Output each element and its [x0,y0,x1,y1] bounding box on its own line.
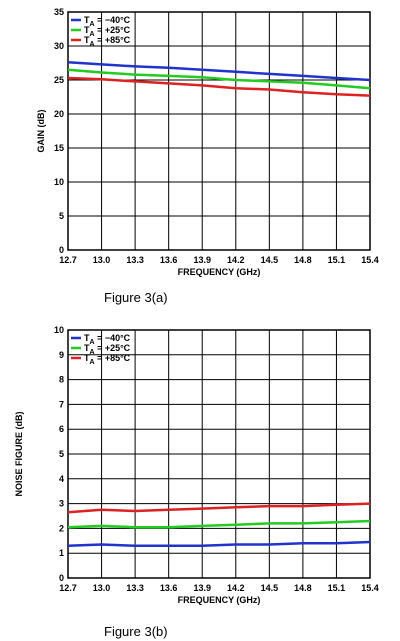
series-line [67,502,371,514]
legend-label: TA = +85°C [84,353,131,366]
y-tick-label: 7 [59,399,64,409]
series-line [67,540,371,548]
x-tick-label: 13.3 [126,255,144,265]
x-tick-label: 13.9 [193,583,211,593]
x-tick-label: 13.6 [160,583,178,593]
legend-label: TA = +25°C [84,343,131,356]
legend-nf: TA = −40°CTA = +25°CTA = +85°C [71,333,131,366]
series-line [67,519,371,529]
y-tick-label: 25 [54,75,64,85]
x-tick-label: 12.7 [59,255,77,265]
x-axis-title: FREQUENCY (GHz) [178,267,261,277]
x-tick-label: 14.8 [294,255,312,265]
chart-gain: 12.7 13.0 13.3 13.6 13.9 14.2 14.5 14.8 15.1 15.4… [36,7,379,277]
x-axis-title: FREQUENCY (GHz) [178,595,261,605]
x-tick-label: 15.1 [328,255,346,265]
plot-frame [67,11,371,251]
x-tick-label: 15.4 [361,255,379,265]
y-tick-label: 2 [59,523,64,533]
y-axis-title: GAIN (dB) [36,110,46,153]
x-tick-label: 15.1 [328,583,346,593]
legend-label: TA = +85°C [84,35,131,48]
legend-gain: TA = −40°CTA = +25°CTA = +85°C [71,15,131,48]
x-tick-label: 13.3 [126,583,144,593]
x-tick-label: 13.9 [193,255,211,265]
x-tick-label: 13.0 [93,255,111,265]
y-tick-label: 15 [54,143,64,153]
x-tick-label: 14.8 [294,583,312,593]
y-tick-label: 0 [59,573,64,583]
figure-3a-caption: Figure 3(a) [104,290,168,305]
x-tick-label: 14.5 [261,255,279,265]
y-tick-label: 5 [59,449,64,459]
y-tick-label: 10 [54,177,64,187]
series-line [67,61,371,82]
x-tick-label: 14.5 [261,583,279,593]
x-tick-label: 15.4 [361,583,379,593]
x-tick-label: 13.0 [93,583,111,593]
x-tick-label: 13.6 [160,255,178,265]
x-tick-label: 14.2 [227,583,245,593]
y-tick-label: 5 [59,211,64,221]
grid-nf [67,329,371,579]
y-tick-label: 35 [54,7,64,17]
y-tick-label: 0 [59,245,64,255]
figure-3b-caption: Figure 3(b) [104,624,168,639]
y-axis-title: NOISE FIGURE (dB) [14,411,24,496]
y-tick-label: 4 [59,474,64,484]
x-tick-label: 14.2 [227,255,245,265]
chart-nf: 12.7 13.0 13.3 13.6 13.9 14.2 14.5 14.8 15.1 15.4… [14,325,379,605]
y-tick-label: 3 [59,499,64,509]
x-tick-label: 12.7 [59,583,77,593]
legend-label: TA = +25°C [84,25,131,38]
legend-label: TA = −40°C [84,333,131,346]
plot-frame [67,329,371,579]
y-tick-label: 8 [59,375,64,385]
y-tick-label: 1 [59,548,64,558]
y-tick-label: 30 [54,41,64,51]
y-tick-label: 6 [59,424,64,434]
series-line [67,68,371,90]
y-tick-label: 20 [54,109,64,119]
y-tick-label: 10 [54,325,64,335]
y-tick-label: 9 [59,350,64,360]
legend-label: TA = −40°C [84,15,131,28]
series-line [67,76,371,97]
grid-gain [67,11,371,251]
